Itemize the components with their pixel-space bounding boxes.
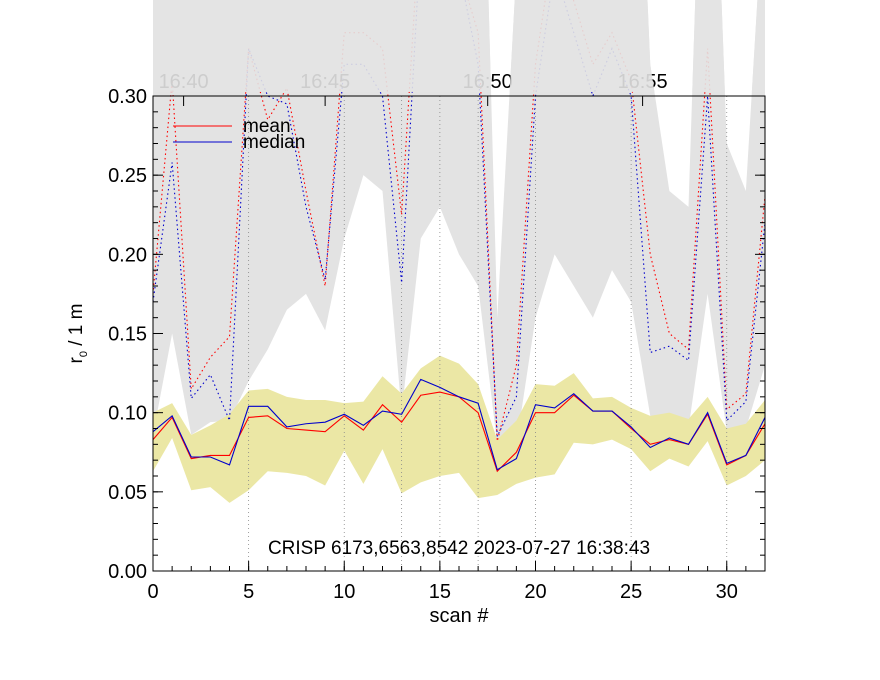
y-tick-label: 0.20 xyxy=(108,244,147,266)
x-tick-label: 10 xyxy=(333,581,355,603)
y-tick-label: 0.15 xyxy=(108,324,147,346)
y-axis-label-rest: / 1 m xyxy=(66,304,87,352)
legend-label-mean: mean xyxy=(243,116,291,137)
series-median xyxy=(153,378,765,471)
chart-annotation: CRISP 6173,6563,8542 2023-07-27 16:38:43 xyxy=(268,538,650,559)
y-axis-label: r0 / 1 m xyxy=(66,304,90,364)
x-tick-label: 5 xyxy=(243,581,254,603)
y-tick-label: 0.00 xyxy=(108,561,147,583)
y-tick-label: 0.25 xyxy=(108,165,147,187)
band-high xyxy=(153,0,765,445)
band-low xyxy=(153,355,765,503)
y-tick-label: 0.05 xyxy=(108,482,147,504)
band-high-top xyxy=(153,0,765,92)
legend-label-median: median xyxy=(243,132,305,153)
legend: mean median xyxy=(173,116,305,153)
y-tick-label: 0.10 xyxy=(108,403,147,425)
x-tick-label: 15 xyxy=(429,581,451,603)
y-axis-label-main: r xyxy=(66,356,87,363)
x-tick-label: 0 xyxy=(147,581,158,603)
y-tick-label: 0.30 xyxy=(108,86,147,108)
x-tick-label: 30 xyxy=(716,581,738,603)
x-axis-label: scan # xyxy=(430,605,490,627)
band-high-overlay xyxy=(153,0,765,92)
x-tick-label: 20 xyxy=(524,581,546,603)
y-axis-label-sub: 0 xyxy=(78,351,90,357)
x-tick-label: 25 xyxy=(620,581,642,603)
